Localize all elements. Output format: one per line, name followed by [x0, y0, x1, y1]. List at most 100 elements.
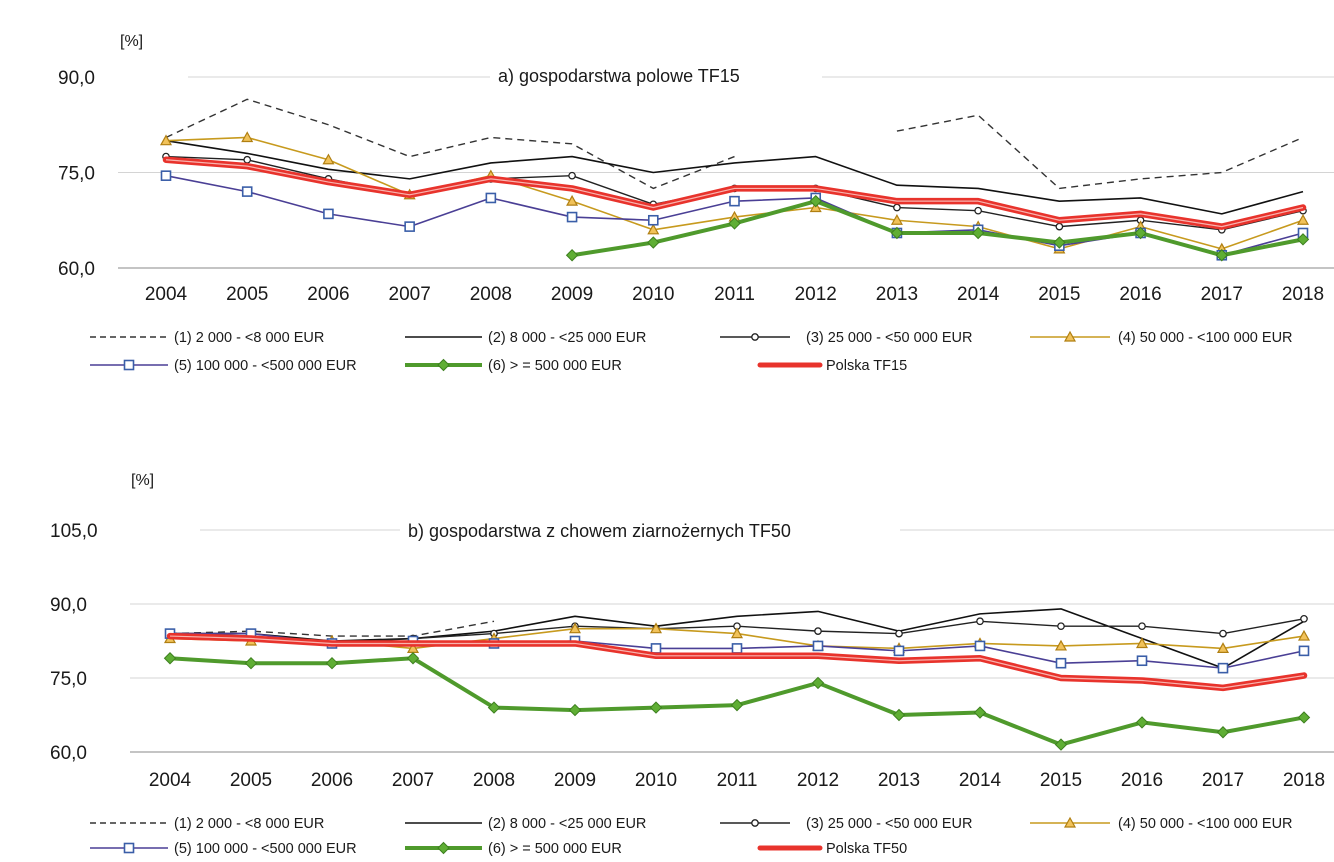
data-point [244, 656, 258, 670]
x-tick-label: 2014 [959, 770, 1002, 791]
data-point [728, 217, 741, 230]
data-point [812, 640, 824, 652]
data-point [890, 214, 903, 225]
data-point [1297, 711, 1311, 724]
y-tick-label: 90,0 [50, 595, 87, 616]
data-point [163, 652, 177, 665]
data-point [811, 676, 825, 690]
data-point [1057, 622, 1065, 631]
data-point [1055, 657, 1067, 669]
y-tick-label: 105,0 [50, 521, 98, 542]
legend-label: (4) 50 000 - <100 000 EUR [1118, 330, 1293, 346]
legend-item: (3) 25 000 - <50 000 EUR [720, 330, 972, 346]
x-tick-label: 2008 [470, 284, 512, 305]
legend-label: (3) 25 000 - <50 000 EUR [806, 330, 972, 346]
legend-label: (3) 25 000 - <50 000 EUR [806, 816, 972, 832]
legend-label: (2) 8 000 - <25 000 EUR [488, 330, 646, 346]
data-point [971, 226, 985, 240]
y-unit-label: [%] [131, 472, 154, 489]
legend-item: (5) 100 000 - <500 000 EUR [90, 841, 357, 857]
data-point [893, 203, 901, 212]
x-tick-label: 2004 [149, 770, 192, 791]
y-tick-label: 75,0 [50, 669, 87, 690]
data-point [566, 211, 578, 223]
series-line-highlight [165, 159, 1304, 228]
x-tick-label: 2010 [635, 770, 677, 791]
series-6 [565, 194, 1310, 262]
data-point [973, 706, 987, 719]
data-point [974, 640, 986, 652]
legend-label: Polska TF15 [826, 358, 907, 374]
legend-label: (6) > = 500 000 EUR [488, 841, 622, 857]
data-point [814, 627, 822, 635]
x-tick-label: 2015 [1040, 770, 1082, 791]
data-point [485, 192, 497, 204]
data-point [730, 698, 744, 712]
x-tick-label: 2011 [717, 770, 758, 791]
data-point [322, 153, 335, 165]
series-line [165, 98, 735, 190]
legend-item: Polska TF15 [757, 358, 907, 374]
y-tick-label: 75,0 [58, 164, 95, 185]
data-point [243, 155, 252, 164]
data-point [565, 249, 579, 262]
series-line [896, 114, 1304, 190]
y-tick-label: 90,0 [58, 68, 95, 89]
data-point [890, 226, 904, 240]
data-point [1136, 655, 1148, 667]
series-2 [170, 608, 1305, 669]
x-tick-label: 2004 [145, 284, 188, 305]
data-point [1217, 662, 1229, 674]
y-tick-label: 60,0 [50, 743, 87, 764]
chart-title: b) gospodarstwa z chowem ziarnożernych T… [408, 521, 791, 541]
x-tick-label: 2018 [1283, 770, 1325, 791]
data-point [729, 195, 740, 207]
x-tick-label: 2011 [714, 284, 755, 305]
legend-label: (4) 50 000 - <100 000 EUR [1118, 816, 1293, 832]
legend: (1) 2 000 - <8 000 EUR (2) 8 000 - <25 00… [90, 816, 1293, 857]
legend-label: (5) 100 000 - <500 000 EUR [174, 841, 357, 857]
data-point [1219, 629, 1227, 638]
legend: (1) 2 000 - <8 000 EUR (2) 8 000 - <25 00… [90, 330, 1293, 374]
data-point [406, 652, 420, 665]
x-tick-label: 2009 [551, 284, 593, 305]
chart-panel-b: [%] 105,0 90,0 75,0 60,0 b) gospodarstwa z ch… [50, 472, 1334, 857]
x-tick-label: 2013 [878, 770, 920, 791]
x-tick-label: 2017 [1201, 284, 1243, 305]
data-point [809, 194, 822, 208]
x-tick-label: 2014 [957, 284, 1000, 305]
data-point [1134, 226, 1147, 240]
data-point [323, 208, 334, 220]
series-line [170, 608, 1305, 669]
data-point [1054, 639, 1068, 651]
data-point [647, 214, 659, 226]
legend-label: (1) 2 000 - <8 000 EUR [174, 816, 324, 832]
data-point [976, 617, 984, 626]
legend-item: (3) 25 000 - <50 000 EUR [720, 816, 972, 832]
data-point [1135, 637, 1149, 649]
x-tick-label: 2015 [1038, 284, 1080, 305]
data-point [325, 656, 339, 670]
data-point [1300, 614, 1308, 623]
data-point [1054, 738, 1068, 751]
data-point [159, 134, 173, 146]
data-point [1297, 629, 1311, 641]
data-point [568, 622, 582, 634]
data-point [895, 629, 903, 638]
data-point [160, 170, 172, 181]
legend-item: (4) 50 000 - <100 000 EUR [1030, 330, 1293, 346]
x-tick-label: 2006 [311, 770, 353, 791]
legend-label: (6) > = 500 000 EUR [488, 358, 622, 374]
legend-marker [437, 841, 450, 855]
data-point [568, 171, 576, 180]
data-point [1215, 249, 1228, 262]
x-tick-label: 2005 [226, 284, 268, 305]
x-tick-label: 2018 [1282, 284, 1324, 305]
legend-marker [437, 358, 450, 372]
x-tick-label: 2006 [307, 284, 349, 305]
data-point [647, 236, 660, 249]
series-1 [165, 98, 1304, 190]
legend-label: (5) 100 000 - <500 000 EUR [174, 358, 357, 374]
data-point [1055, 222, 1064, 231]
legend-marker [1063, 816, 1077, 828]
